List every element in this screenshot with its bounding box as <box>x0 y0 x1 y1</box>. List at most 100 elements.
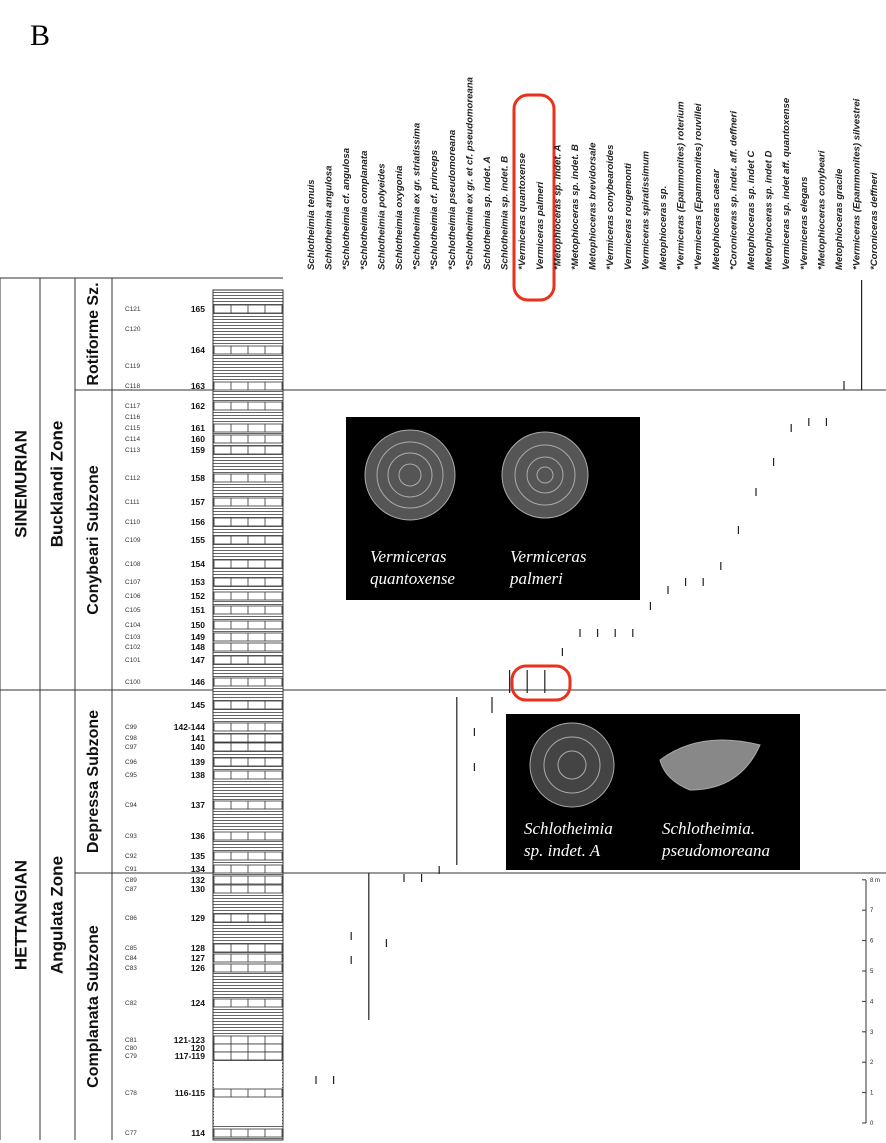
sample-code: C93 <box>125 833 137 840</box>
scale-label: 1 <box>870 1091 874 1097</box>
photo-caption: pseudomoreana <box>661 841 770 860</box>
species-name: Schlotheimia sp. indet. A <box>482 156 493 270</box>
sample-code: C81 <box>125 1037 137 1044</box>
scale-label: 6 <box>870 939 874 945</box>
sample-code: C115 <box>125 425 140 432</box>
bed-number: 124 <box>191 998 205 1008</box>
bed-number: 138 <box>191 770 205 780</box>
bed-number: 158 <box>191 473 205 483</box>
photo-caption: palmeri <box>509 569 563 588</box>
bed-number: 117-119 <box>175 1051 206 1061</box>
scale-label: 3 <box>870 1030 874 1036</box>
bed-number: 160 <box>191 434 205 444</box>
species-name: Schlotheimia sp. indet. B <box>500 156 511 270</box>
sample-code: C116 <box>125 414 140 421</box>
species-name: *Coroniceras sp. indet. aff. deffneri <box>728 111 739 270</box>
unit-label: Conybeari Subzone <box>85 465 102 614</box>
sample-code: C80 <box>125 1045 137 1052</box>
species-name: Metophioceras sp. indet D <box>764 151 775 270</box>
species-name: *Metophioceras sp. indet. A <box>552 144 563 270</box>
sample-code: C89 <box>125 877 137 884</box>
sample-code: C77 <box>125 1130 137 1137</box>
bed-number: 136 <box>191 831 205 841</box>
sample-code: C121 <box>125 306 141 313</box>
species-name: Schlotheimia polyeides <box>376 163 387 270</box>
figure: B Vermiceras quantoxense Vermiceras palm… <box>0 0 886 1143</box>
sample-code: C92 <box>125 853 137 860</box>
sample-code: C94 <box>125 802 137 809</box>
bed-number: 135 <box>191 851 205 861</box>
sample-code: C98 <box>125 735 137 742</box>
species-name: Vermiceras sp. indet aff. quantoxense <box>781 97 792 270</box>
photo-caption: Schlotheimia <box>524 819 613 838</box>
sample-code: C119 <box>125 363 140 370</box>
sample-code: C101 <box>125 657 141 664</box>
sample-code: C86 <box>125 915 137 922</box>
sample-code: C79 <box>125 1053 137 1060</box>
species-name: Vermiceras palmeri <box>535 181 546 270</box>
unit-label: Depressa Subzone <box>85 710 102 853</box>
unit-label: HETTANGIAN <box>11 860 30 970</box>
species-name: Schlotheimia tenuis <box>306 179 317 270</box>
species-name: *Vermiceras quantoxense <box>517 152 528 270</box>
bed-number: 116-115 <box>175 1088 206 1098</box>
species-name: Schlotheimia angulosa <box>324 165 335 270</box>
bed-number: 130 <box>191 884 205 894</box>
sample-code: C109 <box>125 537 141 544</box>
bed-number: 151 <box>191 605 205 615</box>
bed-number: 148 <box>191 642 205 652</box>
bed-number: 137 <box>191 800 205 810</box>
bed-number: 156 <box>191 517 205 527</box>
sample-code: C99 <box>125 724 137 731</box>
bed-number: 127 <box>191 953 205 963</box>
species-name: Vermiceras rougemonti <box>623 163 634 270</box>
unit-label: Complanata Subzone <box>85 925 102 1088</box>
species-name: *Metophioceras sp. indet. B <box>570 144 581 270</box>
sample-code: C78 <box>125 1090 137 1097</box>
sample-code: C91 <box>125 866 137 873</box>
bed-number: 149 <box>191 632 205 642</box>
bed-number: 153 <box>191 577 205 587</box>
species-name: *Vermiceras (Epammonites) silvestrei <box>852 98 863 270</box>
lithology-column <box>213 290 283 1140</box>
species-name: Schlotheimia oxygonia <box>394 165 405 270</box>
species-name: *Coroniceras deffneri <box>869 172 880 270</box>
panel-label: B <box>30 19 50 52</box>
scale-label: 8 m <box>870 878 880 884</box>
sample-code: C95 <box>125 772 137 779</box>
sample-code: C102 <box>125 644 141 651</box>
sample-code: C117 <box>125 403 140 410</box>
species-name: *Schlotheimia cf. princeps <box>429 150 440 270</box>
species-name: Metophioceras sp. <box>658 186 669 270</box>
sample-code: C111 <box>125 499 140 506</box>
sample-code: C113 <box>125 447 140 454</box>
bed-number: 154 <box>191 559 205 569</box>
bed-number: 146 <box>191 677 205 687</box>
bed-number: 152 <box>191 591 205 601</box>
bed-number: 155 <box>191 535 205 545</box>
bed-number: 163 <box>191 381 205 391</box>
bed-number: 159 <box>191 445 205 455</box>
bed-number: 162 <box>191 401 205 411</box>
sample-code: C82 <box>125 1000 137 1007</box>
photo-caption: Schlotheimia. <box>662 819 755 838</box>
sample-code: C97 <box>125 744 137 751</box>
species-name: Metophioceras sp. indet C <box>746 150 757 270</box>
sample-code: C112 <box>125 475 140 482</box>
scale-label: 0 <box>870 1121 874 1127</box>
bed-number: 140 <box>191 742 205 752</box>
species-name: *Metophioceras conybeari <box>816 150 827 270</box>
species-name: *Schlotheimia complanata <box>359 150 370 270</box>
sample-code: C85 <box>125 945 137 952</box>
sample-code: C108 <box>125 561 141 568</box>
species-name: Vermiceras spiratissimum <box>640 150 651 270</box>
photo-caption: Vermiceras <box>510 547 587 566</box>
unit-label: Rotiforme Sz. <box>85 282 102 385</box>
photo-caption: quantoxense <box>370 569 455 588</box>
sample-code: C106 <box>125 593 141 600</box>
sample-code: C114 <box>125 436 140 443</box>
unit-label: SINEMURIAN <box>11 430 30 538</box>
bed-number: 114 <box>191 1128 205 1138</box>
bed-number: 165 <box>191 304 205 314</box>
species-name: *Vermiceras (Epammonites) rouvillei <box>693 103 704 270</box>
